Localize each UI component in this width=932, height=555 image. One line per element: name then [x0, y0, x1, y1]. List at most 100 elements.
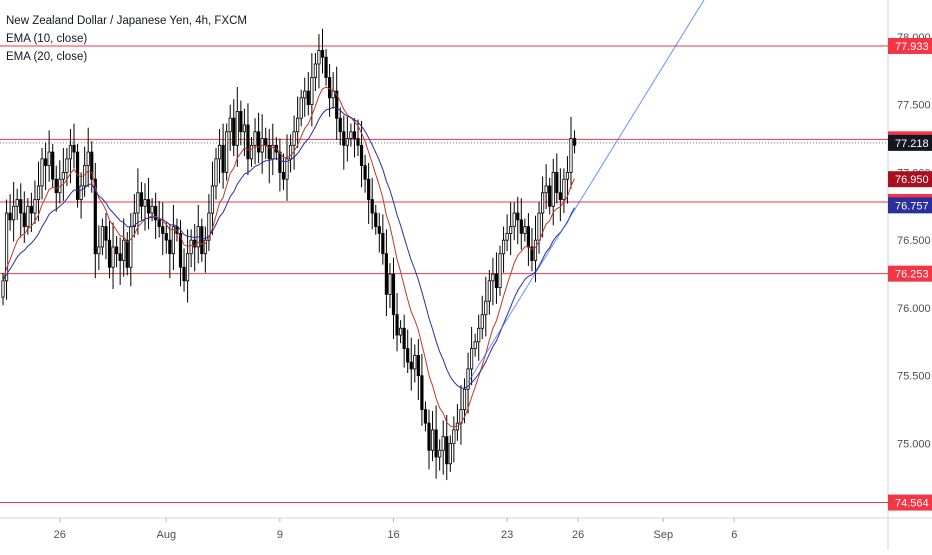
- candle: [480, 295, 484, 340]
- candle: [15, 188, 19, 220]
- last-price-tag-bg: [888, 134, 932, 151]
- candle-body: [406, 348, 410, 363]
- time-tick-label: 26: [54, 529, 66, 541]
- candle-body: [313, 63, 318, 78]
- candle: [448, 435, 452, 472]
- candle-body: [4, 212, 9, 282]
- candle: [509, 202, 513, 256]
- candle-body: [391, 273, 396, 316]
- candle-body: [143, 199, 147, 207]
- candle: [253, 118, 257, 165]
- candle-body: [491, 273, 495, 282]
- candle: [249, 137, 254, 167]
- candle-body: [200, 226, 204, 255]
- candle: [313, 53, 318, 92]
- candle: [143, 183, 147, 231]
- candle: [40, 148, 44, 200]
- candle-body: [384, 253, 389, 295]
- candle: [93, 162, 97, 279]
- price-tick-label: 75.000: [897, 438, 931, 450]
- candle: [555, 153, 559, 204]
- ema10-price-tag: 76.950: [888, 171, 932, 188]
- level-price-tag-text: 76.253: [895, 269, 929, 281]
- candle-body: [448, 443, 452, 465]
- candle-body: [161, 226, 165, 234]
- candle-body: [452, 429, 456, 444]
- candle: [8, 194, 12, 231]
- candle-body: [154, 205, 158, 221]
- candle: [551, 158, 555, 226]
- candle: [420, 354, 424, 426]
- time-tick-label: Aug: [157, 529, 177, 541]
- candle-body: [310, 77, 314, 106]
- candle: [296, 96, 300, 149]
- candle-body: [164, 232, 168, 241]
- candle-body: [370, 199, 374, 214]
- candle: [409, 337, 413, 391]
- candle: [349, 123, 353, 147]
- candle: [342, 115, 346, 170]
- candle: [494, 252, 499, 304]
- candle-body: [381, 232, 385, 255]
- candle: [320, 28, 325, 74]
- candle-body: [498, 253, 502, 289]
- candle-body: [157, 219, 161, 228]
- candle-body: [303, 90, 307, 99]
- candle: [4, 199, 9, 300]
- level-price-tag-text: 74.564: [895, 498, 929, 510]
- candle: [168, 223, 172, 279]
- candle: [107, 221, 112, 279]
- level-price-tag-bg: [888, 494, 932, 511]
- candle: [267, 129, 271, 184]
- candle: [473, 333, 477, 357]
- candle: [398, 320, 403, 344]
- candle: [317, 34, 321, 89]
- candle-body: [477, 327, 481, 343]
- candle: [516, 196, 520, 245]
- candle-body: [537, 212, 541, 241]
- candle-body: [512, 212, 516, 228]
- candle: [441, 420, 445, 475]
- level-price-tag-bg: [888, 265, 932, 282]
- candle-body: [548, 185, 552, 207]
- candle: [469, 326, 474, 386]
- candle-body: [562, 178, 566, 200]
- candle-body: [480, 314, 484, 329]
- candle-body: [438, 449, 442, 458]
- candle: [544, 164, 548, 209]
- candle: [136, 168, 140, 235]
- candle: [22, 191, 26, 243]
- candle-body: [445, 436, 449, 465]
- candle: [537, 202, 541, 254]
- candle-body: [44, 158, 48, 167]
- candle: [221, 123, 225, 189]
- candle-body: [516, 212, 520, 221]
- candle-body: [36, 185, 41, 200]
- candle: [83, 146, 87, 197]
- candle: [193, 223, 197, 272]
- candle: [367, 162, 371, 224]
- ema10-legend: EMA (10, close): [6, 33, 88, 45]
- time-tick-label: 16: [387, 529, 399, 541]
- candle-body: [423, 409, 428, 424]
- candle-body: [242, 124, 246, 133]
- candle: [416, 339, 420, 401]
- candle: [47, 130, 51, 182]
- candle: [434, 405, 438, 479]
- candle-body: [118, 253, 122, 261]
- candle-body: [125, 239, 129, 268]
- candle-body: [551, 172, 555, 207]
- candle: [125, 232, 129, 276]
- last-price-tag-text: 77.218: [895, 138, 929, 150]
- candle: [19, 183, 23, 238]
- candle-body: [12, 205, 16, 221]
- candle: [338, 107, 342, 146]
- candle-body: [398, 327, 403, 336]
- candle-body: [235, 111, 239, 146]
- candle: [161, 202, 165, 256]
- candle: [466, 352, 470, 414]
- candle: [72, 123, 76, 169]
- candle-body: [530, 246, 534, 261]
